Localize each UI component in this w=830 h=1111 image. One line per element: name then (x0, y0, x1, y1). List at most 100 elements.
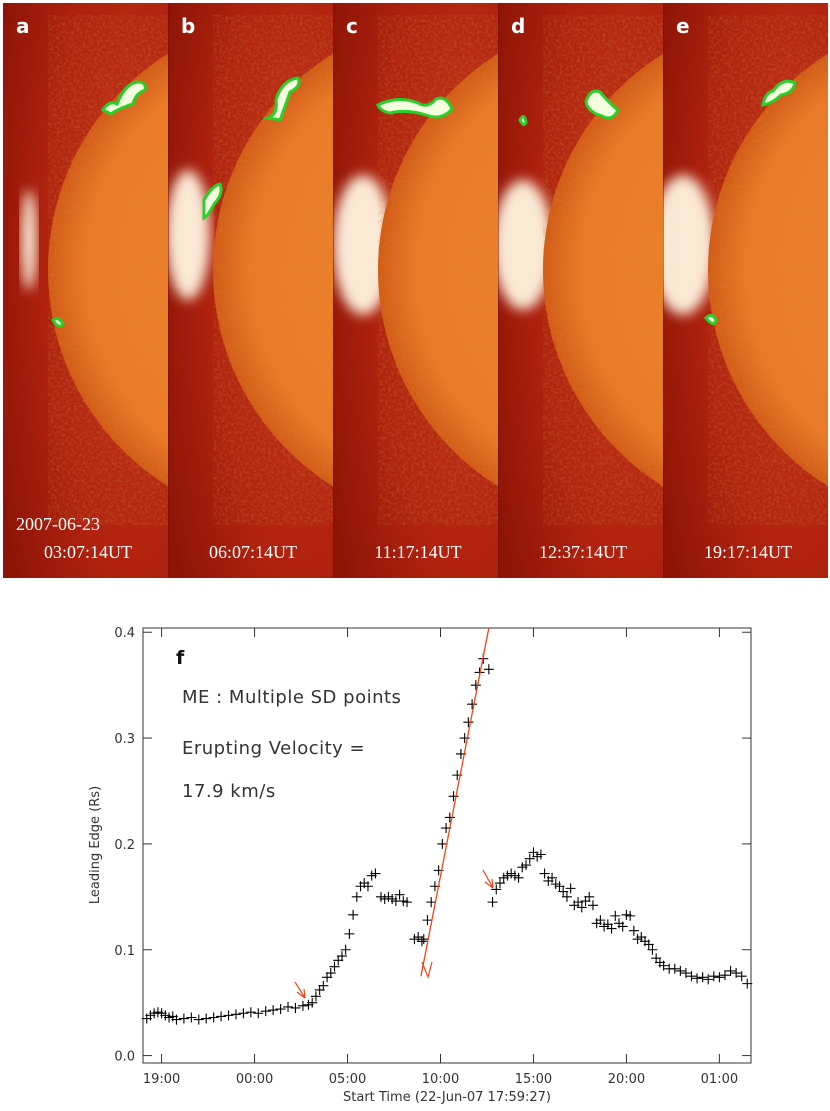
point (584, 891, 595, 902)
point (524, 853, 535, 864)
point (697, 972, 708, 983)
point (186, 1012, 197, 1023)
point (513, 872, 524, 883)
x-tick-label: 10:00 (422, 1072, 459, 1087)
point (437, 838, 448, 849)
solar-texture (543, 53, 663, 487)
x-tick-label: 05:00 (329, 1072, 366, 1087)
point (643, 939, 654, 950)
y-tick-label: 0.3 (114, 732, 135, 747)
point (680, 968, 691, 979)
point (201, 1013, 212, 1024)
image-panel: b 06:07:14UT (168, 3, 333, 578)
panel-date: 2007-06-23 (16, 514, 100, 534)
prominence (703, 79, 797, 325)
point (216, 1011, 227, 1022)
point (208, 1012, 219, 1023)
panel-time: 06:07:14UT (209, 542, 297, 562)
panel-label: a (16, 14, 30, 38)
arrow (294, 981, 306, 999)
point (426, 897, 437, 908)
point (463, 717, 474, 728)
point (245, 1007, 256, 1018)
point (348, 909, 359, 920)
x-tick-label: 01:00 (701, 1072, 738, 1087)
point (422, 915, 433, 926)
point (491, 884, 502, 895)
x-tick-label: 15:00 (515, 1072, 552, 1087)
point (606, 923, 617, 934)
point (731, 968, 742, 979)
panel-label: f (176, 647, 185, 669)
point (416, 936, 427, 947)
prominence (202, 76, 301, 221)
point (547, 872, 558, 883)
arrow (421, 961, 433, 979)
point (487, 897, 498, 908)
point (554, 881, 565, 892)
point (708, 971, 719, 982)
fit-line (420, 627, 490, 977)
point (340, 944, 351, 955)
arrow (482, 869, 494, 889)
point (595, 915, 606, 926)
x-tick-label: 00:00 (236, 1072, 273, 1087)
point (725, 965, 736, 976)
panel-label: c (346, 14, 358, 38)
point (610, 910, 621, 921)
solar-texture (213, 53, 333, 487)
panel-label: b (181, 14, 195, 38)
point (283, 1001, 294, 1012)
point (253, 1008, 264, 1019)
point (669, 963, 680, 974)
point (719, 970, 730, 981)
point (625, 910, 636, 921)
image-panel: a 03:07:14UT 2007-06-23 (3, 3, 168, 578)
point (470, 680, 481, 691)
point (535, 849, 546, 860)
point (692, 973, 703, 984)
point (714, 972, 725, 983)
x-axis-label: Start Time (22-Jun-07 17:59:27) (343, 1090, 551, 1105)
point (742, 978, 753, 989)
point (336, 951, 347, 962)
plot-area: 0.0 0.1 0.2 0.3 0.4 19:00 00:00 05:00 10:00 15:00… (114, 626, 753, 1087)
panel-label: e (676, 14, 690, 38)
point (558, 886, 569, 897)
point (307, 997, 318, 1008)
annotation: 17.9 km/s (182, 781, 276, 802)
point (494, 878, 505, 889)
point (617, 921, 628, 932)
point (658, 960, 669, 971)
point (310, 991, 321, 1002)
point (736, 971, 747, 982)
y-tick-label: 0.2 (114, 838, 135, 853)
image-panel: c 11:17:14UT (333, 3, 498, 578)
point (467, 699, 478, 710)
point (178, 1013, 189, 1024)
x-tick-label: 19:00 (143, 1072, 180, 1087)
point (268, 1005, 279, 1016)
prominence (50, 80, 147, 328)
point (675, 965, 686, 976)
point (223, 1010, 234, 1021)
bright-region (663, 175, 715, 315)
point (362, 881, 373, 892)
point (418, 934, 429, 945)
arrows (294, 869, 494, 999)
point (344, 928, 355, 939)
point (448, 791, 459, 802)
image-panel: d 12:37:14UT (498, 3, 663, 578)
point (260, 1006, 271, 1017)
image-panel: e 19:17:14UT (663, 3, 828, 578)
point (573, 897, 584, 908)
point (628, 925, 639, 936)
point (318, 980, 329, 991)
point (297, 1000, 308, 1011)
point (703, 974, 714, 985)
panel-label: d (511, 14, 525, 38)
point (370, 868, 381, 879)
annotation: ME : Multiple SD points (182, 687, 401, 708)
